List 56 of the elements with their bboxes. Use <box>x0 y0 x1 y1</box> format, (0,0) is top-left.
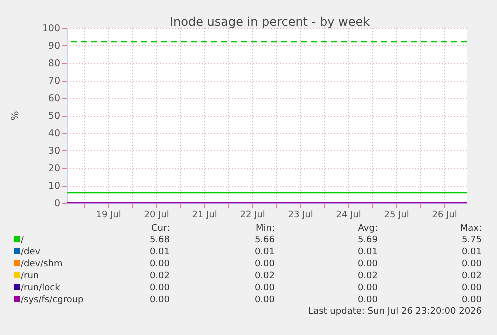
x-tick-label: 19 Jul <box>96 210 122 220</box>
y-tick-label: 100 <box>42 24 60 34</box>
text: 5.66 <box>254 236 276 246</box>
text: 0.00 <box>254 296 276 306</box>
y-tick-label: 40 <box>48 128 60 140</box>
text: 5.69 <box>358 236 378 246</box>
text: 0.02 <box>462 272 482 282</box>
legend-label: /dev/shm <box>21 260 63 270</box>
y-tick-label: 10 <box>48 181 60 192</box>
text: Avg: <box>358 224 378 234</box>
x-tick-label: 20 Jul <box>144 210 170 220</box>
text: 0.01 <box>358 248 378 258</box>
y-tick-label: 70 <box>48 76 60 87</box>
text: 0.02 <box>150 272 170 282</box>
legend-label: /sys/fs/cgroup <box>21 296 84 306</box>
text: 0.01 <box>254 248 275 258</box>
text: Cur: <box>151 224 170 234</box>
x-tick-label: 21 Jul <box>192 210 218 220</box>
y-tick-label: 90 <box>48 41 60 52</box>
text: Last update: Sun Jul 26 23:20:00 2026 <box>308 307 482 317</box>
legend-label: /run <box>21 272 40 282</box>
y-axis-title: % <box>10 111 22 121</box>
text: 0.00 <box>358 284 378 294</box>
text: 0.01 <box>150 248 170 258</box>
x-tick-label: 23 Jul <box>288 210 314 220</box>
text: Min: <box>256 224 275 234</box>
y-tick-label: 30 <box>48 146 60 157</box>
text: 0.02 <box>254 272 275 282</box>
legend-label: /dev <box>21 248 42 258</box>
y-tick-label: 0 <box>54 198 60 210</box>
text: 0.01 <box>462 248 482 258</box>
text: 0.02 <box>358 272 378 282</box>
y-tick-label: 80 <box>48 58 60 70</box>
text: 0.00 <box>462 296 482 306</box>
x-tick-label: 24 Jul <box>336 210 362 220</box>
x-tick-label: 25 Jul <box>384 210 410 220</box>
y-tick-label: 50 <box>48 111 60 122</box>
legend-label: / <box>21 236 25 246</box>
text: 0.00 <box>462 284 482 294</box>
y-tick-label: 60 <box>48 94 60 104</box>
text: Max: <box>460 224 482 234</box>
text: 0.00 <box>150 260 170 270</box>
text: 5.68 <box>150 236 170 246</box>
y-tick-label: 20 <box>48 164 60 174</box>
legend-label: /run/lock <box>21 284 62 294</box>
x-tick-label: 26 Jul <box>432 210 458 220</box>
x-tick-label: 22 Jul <box>240 210 266 220</box>
text: 0.00 <box>150 284 170 294</box>
text: 0.00 <box>254 284 276 294</box>
chart-title: Inode usage in percent - by week <box>170 15 370 29</box>
text: 0.00 <box>358 296 378 306</box>
text: 5.75 <box>462 236 482 246</box>
text: 0.00 <box>254 260 276 270</box>
text: 0.00 <box>358 260 378 270</box>
text: 0.00 <box>150 296 170 306</box>
text: 0.00 <box>462 260 482 270</box>
